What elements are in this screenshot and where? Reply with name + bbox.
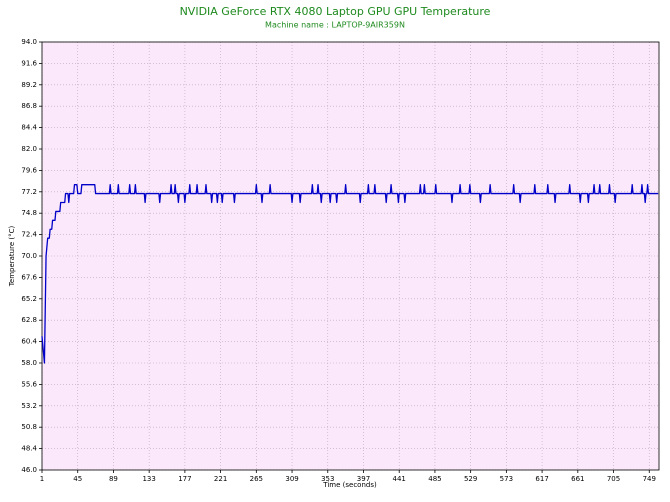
y-tick-label: 94.0	[21, 38, 37, 46]
y-tick-label: 79.6	[21, 166, 37, 174]
y-tick-label: 48.4	[21, 445, 37, 453]
y-tick-label: 91.6	[21, 59, 37, 67]
plot-frame	[41, 41, 660, 471]
x-tick-label: 617	[535, 475, 548, 483]
y-tick-label: 65.2	[21, 295, 37, 303]
x-tick-label: 1	[40, 475, 44, 483]
y-tick-label: 58.0	[21, 359, 37, 367]
x-tick-label: 133	[142, 475, 155, 483]
y-tick-label: 74.8	[21, 209, 37, 217]
x-tick-label: 749	[643, 475, 656, 483]
temperature-line	[41, 184, 659, 364]
x-tick-label: 89	[109, 475, 118, 483]
x-tick-label: 397	[357, 475, 370, 483]
x-tick-label: 177	[178, 475, 191, 483]
x-tick-label: 45	[73, 475, 82, 483]
y-tick-label: 62.8	[21, 316, 37, 324]
y-tick-label: 55.6	[21, 380, 37, 388]
y-tick-label: 82.0	[21, 145, 37, 153]
y-tick-label: 53.2	[21, 402, 37, 410]
x-tick-label: 529	[464, 475, 477, 483]
x-axis-label: Time (seconds)	[322, 481, 377, 489]
y-axis-label: Temperature (°C)	[8, 226, 16, 288]
y-tick-label: 72.4	[21, 231, 37, 239]
y-tick-label: 86.8	[21, 102, 37, 110]
x-tick-label: 265	[250, 475, 263, 483]
y-tick-label: 46.0	[21, 466, 37, 474]
x-tick-label: 705	[607, 475, 620, 483]
x-tick-label: 353	[321, 475, 334, 483]
chart-subtitle: Machine name : LAPTOP-9AIR359N	[265, 21, 405, 30]
plot-area	[42, 42, 659, 470]
x-tick-label: 441	[393, 475, 406, 483]
y-tick-label: 89.2	[21, 81, 37, 89]
x-tick-label: 309	[285, 475, 298, 483]
chart-title: NVIDIA GeForce RTX 4080 Laptop GPU GPU T…	[180, 5, 491, 18]
x-tick-label: 661	[571, 475, 584, 483]
y-tick-label: 50.8	[21, 423, 37, 431]
y-tick-label: 70.0	[21, 252, 37, 260]
x-tick-label: 485	[428, 475, 441, 483]
x-tick-label: 573	[500, 475, 513, 483]
y-tick-label: 60.4	[21, 338, 37, 346]
y-tick-label: 67.6	[21, 273, 37, 281]
x-tick-label: 221	[214, 475, 227, 483]
y-tick-label: 77.2	[21, 188, 37, 196]
y-tick-label: 84.4	[21, 124, 37, 132]
